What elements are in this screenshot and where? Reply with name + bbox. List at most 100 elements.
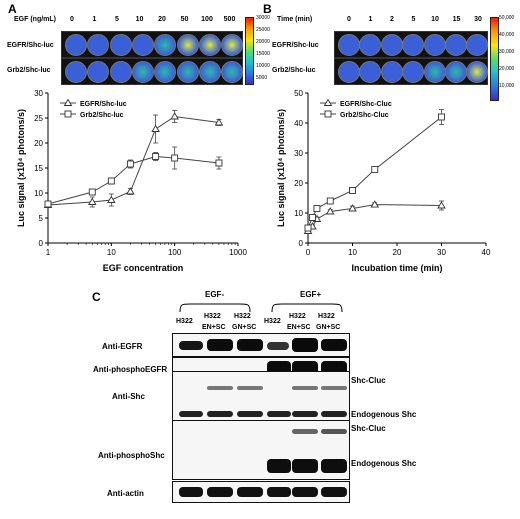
lane-label: H322 (289, 313, 306, 320)
time-label: 2 (390, 16, 394, 23)
plate-well (445, 61, 467, 83)
strip-row-label: EGFR/Shc-luc (7, 42, 54, 49)
x-tick-label: 10 (107, 248, 116, 257)
plate-well (65, 34, 87, 56)
data-point-square (438, 113, 445, 121)
band-label-endogenous-shc: Endogenous Shc (351, 459, 417, 468)
dose-label: 20 (158, 16, 166, 23)
x-tick-label: 40 (482, 248, 491, 257)
data-point-square (309, 214, 316, 221)
time-label: 0 (347, 16, 351, 23)
lane-sublabel: EN+SC (202, 324, 226, 331)
data-point-triangle (126, 187, 135, 195)
data-point-square (126, 160, 134, 168)
luminescence-strip-grb2-time (334, 58, 489, 85)
plate-well (87, 61, 110, 83)
blot-anti-actin (172, 481, 350, 503)
lane-sublabel: EN+SC (287, 324, 311, 331)
data-point-square (107, 177, 115, 185)
data-point-square (215, 159, 223, 167)
data-point-square (152, 153, 160, 160)
plate-well (176, 61, 199, 83)
chart-a: 0 5 10 15 20 25 30 1 10 100 1000 EGF concentration L… (16, 89, 247, 273)
panel-b-letter: B (263, 2, 272, 16)
colorbar-tick: 10000 (256, 63, 270, 69)
plate-well (109, 34, 132, 56)
data-point-triangle (107, 195, 116, 203)
plate-well (359, 34, 382, 56)
data-point-triangle (151, 124, 160, 132)
y-axis-label: Luc signal (x10⁴ photons/s) (276, 109, 286, 227)
plate-well (380, 61, 403, 83)
row-label-anti-shc: Anti-Shc (112, 392, 145, 401)
blot-anti-egfr (172, 333, 350, 357)
lane-label: H322 (264, 318, 281, 325)
legend-label: Grb2/Shc-luc (80, 112, 124, 119)
plate-well (154, 34, 177, 56)
plate-well (338, 34, 360, 56)
x-tick-label: 30 (437, 248, 446, 257)
time-label: 15 (452, 16, 461, 23)
lane-label: H322 (234, 313, 251, 320)
lane-labels: H322 H322 H322 H322 H322 H322 EN+SC GN+SC EN+SC G… (172, 313, 352, 339)
band-label-shc-cluc: Shc-Cluc (351, 376, 386, 385)
y-tick-label: 25 (34, 114, 43, 123)
plate-well (131, 34, 154, 56)
colorbar-tick: 20000 (256, 39, 270, 45)
dose-labels: 0 1 5 10 20 50 100 500 (60, 16, 240, 26)
data-point-triangle (348, 204, 357, 212)
strip-row-label: Grb2/Shc-luc (272, 67, 316, 74)
plate-well (338, 61, 360, 83)
plate-well (154, 61, 177, 83)
y-tick-label: 10 (34, 189, 43, 198)
panel-c-letter: C (92, 290, 101, 304)
legend-label: EGFR/Shc-Cluc (340, 101, 392, 108)
plate-well (198, 61, 221, 83)
colorbar-b (490, 17, 499, 101)
plate-well (380, 34, 403, 56)
data-point-square (349, 187, 356, 194)
plate-well (65, 61, 87, 83)
data-point-triangle (370, 200, 380, 208)
dose-label: 50 (180, 16, 189, 23)
y-tick-label: 40 (294, 119, 303, 128)
colorbar-ticks: 30000 25000 20000 15000 10000 5000 (256, 15, 286, 85)
luminescence-strip-egfr (61, 31, 244, 58)
colorbar-tick: 40,000 (499, 32, 515, 38)
row-label-anti-phosphoegfr: Anti-phosphoEGFR (93, 365, 168, 374)
data-point-triangle (170, 112, 179, 120)
dose-label: 500 (223, 16, 236, 23)
luminescence-strip-egfr-time (334, 31, 489, 58)
colorbar-ticks-b: 50,000 40,000 30,000 20,000 10,000 (499, 15, 520, 101)
legend-label: EGFR/Shc-luc (80, 101, 127, 108)
data-point-square (371, 166, 379, 173)
plate-well (109, 61, 132, 83)
colorbar-tick: 10,000 (499, 83, 515, 89)
legend-marker (64, 110, 72, 118)
plate-well (359, 61, 382, 83)
data-point-square (313, 205, 321, 212)
y-tick-label: 50 (294, 89, 303, 98)
data-point-triangle (325, 207, 335, 215)
legend-marker (63, 98, 73, 106)
plate-well (221, 61, 244, 83)
lane-label: H322 (204, 313, 221, 320)
data-point-square (44, 200, 52, 208)
dose-label: 10 (135, 16, 144, 23)
time-labels: 0 1 2 5 10 15 30 (337, 16, 485, 26)
time-label: 5 (411, 16, 416, 23)
row-label-anti-actin: Anti-actin (107, 489, 144, 498)
time-label: 10 (431, 16, 439, 23)
plate-well (87, 34, 110, 56)
time-label: Time (min) (277, 16, 313, 23)
lane-sublabel: GN+SC (316, 324, 341, 331)
dose-label: 1 (92, 16, 97, 23)
plate-well (131, 61, 154, 83)
y-tick-label: 0 (39, 239, 44, 248)
band-label-shc-cluc: Shc-Cluc (351, 424, 386, 433)
panel-a-letter: A (8, 2, 17, 16)
legend-label: Grb2/Shc-Cluc (340, 112, 389, 119)
colorbar-tick: 25000 (256, 27, 270, 33)
dose-label: 0 (70, 16, 74, 23)
plate-well (445, 34, 467, 56)
